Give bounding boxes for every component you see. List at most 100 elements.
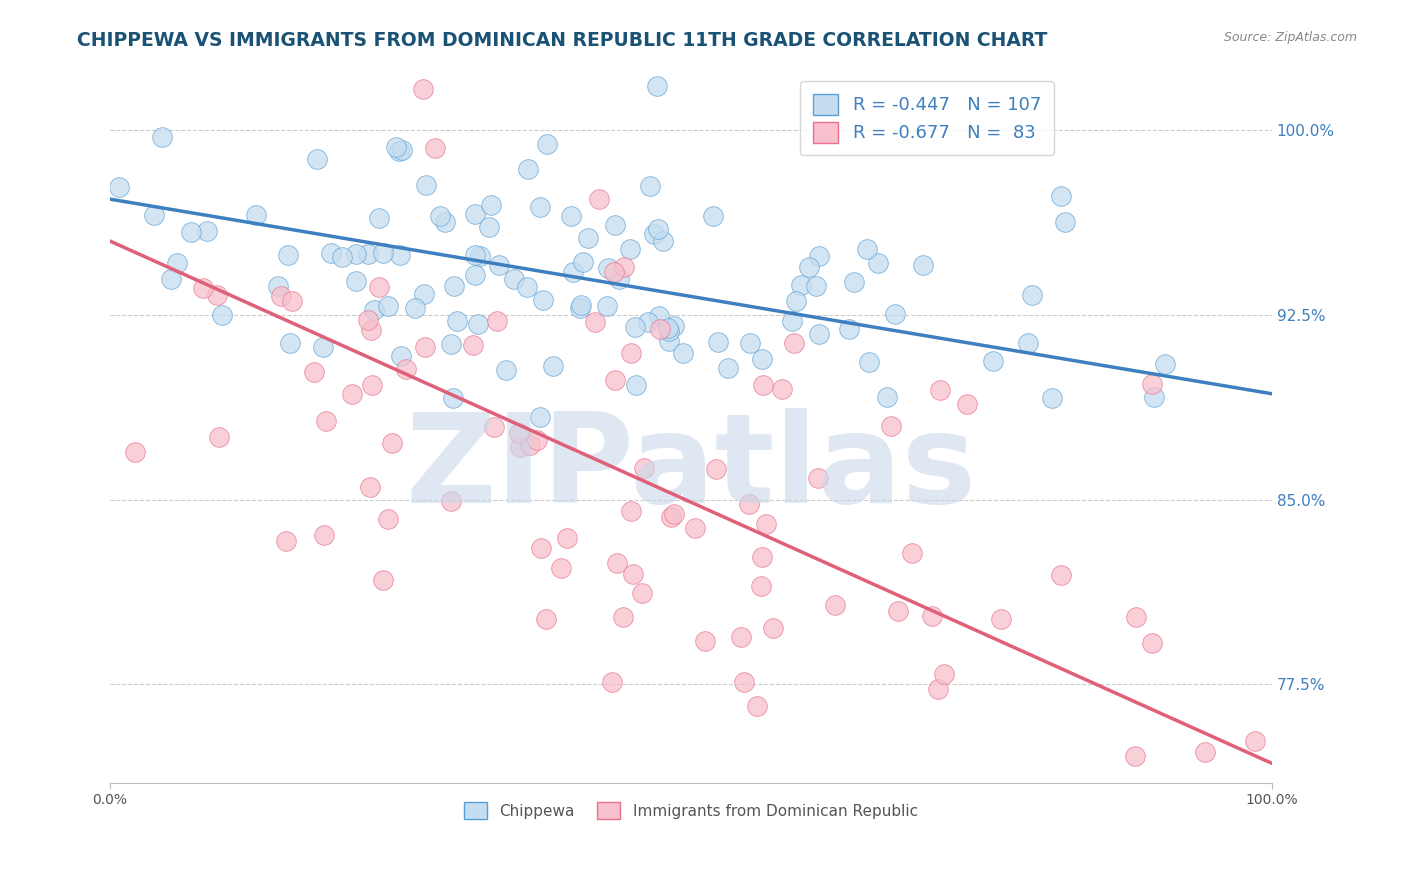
Point [645, 78, 668, 93]
Point [166, 256, 188, 270]
Point [620, 345, 643, 359]
Point [605, 218, 627, 232]
Point [270, 289, 292, 303]
Point [526, 434, 548, 448]
Point [661, 510, 683, 524]
Point [108, 179, 131, 194]
Point [143, 208, 166, 222]
Point [770, 382, 793, 396]
Point [751, 550, 773, 565]
Point [415, 178, 437, 192]
Point [488, 258, 510, 272]
Legend: Chippewa, Immigrants from Dominican Republic: Chippewa, Immigrants from Dominican Repu… [458, 796, 924, 825]
Point [363, 302, 385, 317]
Point [357, 247, 380, 261]
Point [1194, 745, 1216, 759]
Point [321, 245, 343, 260]
Point [804, 279, 827, 293]
Point [603, 373, 626, 387]
Point [596, 300, 619, 314]
Point [541, 359, 564, 374]
Point [1054, 214, 1077, 228]
Point [887, 604, 910, 618]
Point [486, 314, 509, 328]
Point [858, 355, 880, 369]
Point [1143, 390, 1166, 404]
Point [648, 309, 671, 323]
Point [384, 140, 406, 154]
Point [956, 397, 979, 411]
Point [330, 251, 353, 265]
Point [360, 322, 382, 336]
Point [433, 215, 456, 229]
Point [785, 294, 807, 309]
Point [1049, 189, 1071, 203]
Point [562, 264, 585, 278]
Point [755, 516, 778, 531]
Point [929, 383, 952, 397]
Point [647, 222, 669, 236]
Point [932, 667, 955, 681]
Point [312, 527, 335, 541]
Point [838, 322, 860, 336]
Point [560, 209, 582, 223]
Point [751, 579, 773, 593]
Point [1021, 287, 1043, 301]
Point [588, 192, 610, 206]
Point [193, 281, 215, 295]
Point [530, 541, 553, 555]
Point [267, 279, 290, 293]
Point [516, 280, 538, 294]
Point [555, 532, 578, 546]
Point [706, 462, 728, 476]
Point [747, 698, 769, 713]
Point [150, 130, 173, 145]
Point [901, 546, 924, 560]
Point [388, 248, 411, 262]
Point [921, 608, 943, 623]
Point [602, 265, 624, 279]
Point [389, 350, 412, 364]
Point [609, 272, 631, 286]
Point [508, 426, 530, 441]
Point [600, 675, 623, 690]
Point [536, 136, 558, 151]
Point [344, 274, 367, 288]
Point [371, 245, 394, 260]
Point [824, 598, 846, 612]
Point [307, 152, 329, 166]
Point [368, 211, 391, 226]
Point [180, 225, 202, 239]
Point [531, 293, 554, 308]
Point [807, 249, 830, 263]
Point [124, 445, 146, 459]
Point [529, 410, 551, 425]
Point [340, 386, 363, 401]
Point [468, 249, 491, 263]
Point [302, 365, 325, 379]
Point [1244, 734, 1267, 748]
Point [866, 256, 889, 270]
Point [274, 534, 297, 549]
Point [762, 621, 785, 635]
Point [730, 630, 752, 644]
Point [495, 363, 517, 377]
Point [467, 317, 489, 331]
Point [429, 209, 451, 223]
Point [619, 243, 641, 257]
Point [912, 258, 935, 272]
Point [876, 390, 898, 404]
Point [1154, 357, 1177, 371]
Point [423, 141, 446, 155]
Point [464, 268, 486, 282]
Text: Source: ZipAtlas.com: Source: ZipAtlas.com [1223, 31, 1357, 45]
Point [693, 633, 716, 648]
Point [517, 162, 540, 177]
Point [626, 378, 648, 392]
Point [855, 242, 877, 256]
Point [598, 261, 620, 276]
Point [568, 301, 591, 316]
Point [360, 377, 382, 392]
Point [658, 324, 681, 338]
Point [207, 288, 229, 302]
